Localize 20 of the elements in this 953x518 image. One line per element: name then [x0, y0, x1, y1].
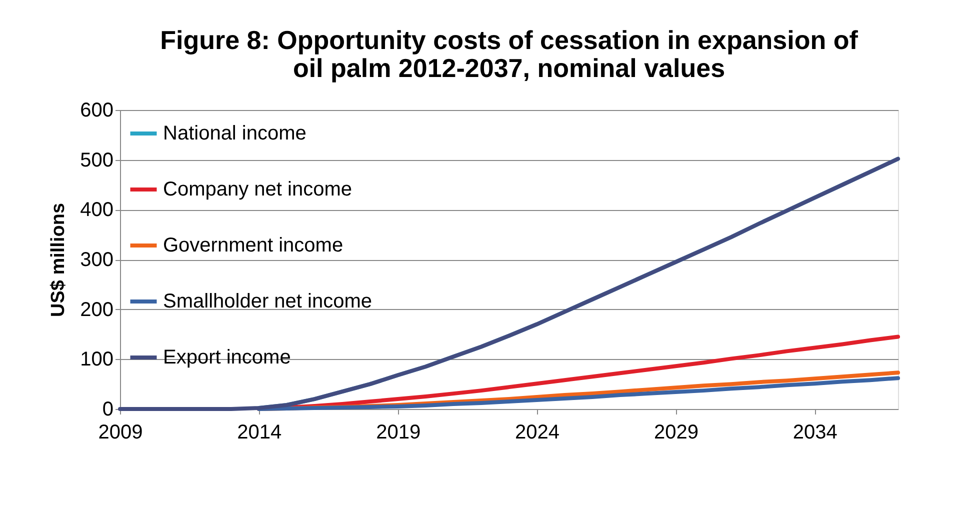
x-tick-label: 2014 [237, 422, 282, 444]
y-tick-label: 600 [80, 100, 114, 122]
legend-label: Government income [163, 234, 344, 256]
y-tick-label: 300 [80, 249, 114, 271]
x-tick-label: 2034 [792, 422, 838, 444]
x-tick-label: 2019 [376, 422, 421, 444]
x-tick-label: 2024 [515, 422, 560, 444]
x-tick-label: 2009 [98, 422, 143, 444]
legend-label: Export income [163, 346, 291, 368]
chart-title: Figure 8: Opportunity costs of cessation in expansion of oil palm 2012-2037, nominal values [160, 25, 858, 83]
y-tick-label: 100 [80, 348, 114, 371]
y-tick-label: 400 [80, 199, 114, 222]
y-tick-label: 500 [80, 149, 114, 172]
legend-label: National income [163, 122, 306, 144]
y-tick-label: 200 [80, 298, 114, 321]
y-axis-title: US$ millions [48, 202, 70, 318]
y-tick-label: 0 [102, 398, 114, 420]
legend-label: Smallholder net income [163, 290, 372, 312]
x-tick-label: 2029 [654, 422, 698, 444]
legend-label: Company net income [163, 178, 352, 200]
